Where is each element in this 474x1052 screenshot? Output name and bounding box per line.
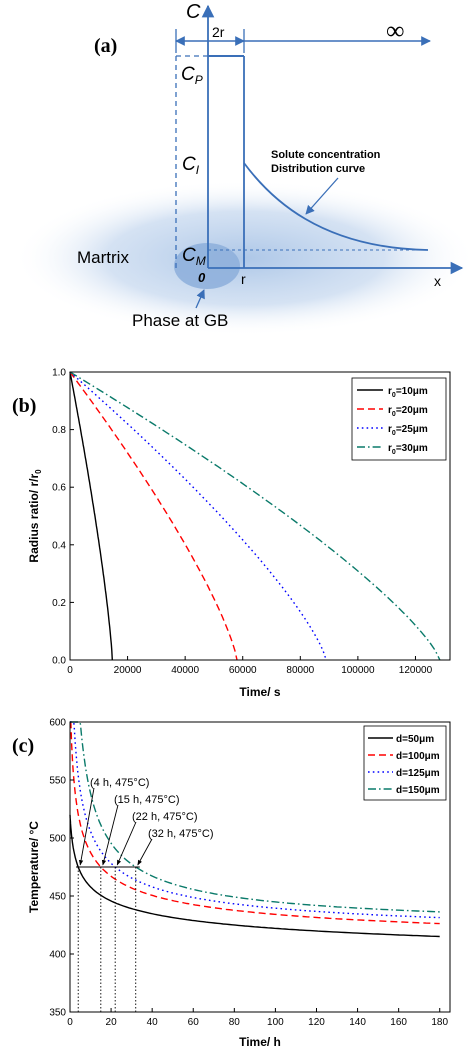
panel-c-series-line-1 <box>69 814 440 938</box>
panel-b-y-tick-label: 0.8 <box>52 425 66 436</box>
panel-c-x-tick-label: 20 <box>106 1017 118 1028</box>
panel-b-x-tick-label: 100000 <box>341 665 375 676</box>
distribution-curve <box>243 162 429 251</box>
panel-c-legend-label: d=100μm <box>396 751 440 762</box>
panel-c-annotation-arrow <box>78 787 95 866</box>
panel-b-x-tick-label: 40000 <box>171 665 199 676</box>
panel-c-legend-label: d=125μm <box>396 768 440 779</box>
panel-b-series-line-4 <box>69 371 441 661</box>
panel-a-schematic: (a) C x 2r ∞ CP CI CM 0 r Solute concent… <box>13 1 474 336</box>
panel-a-label: (a) <box>94 35 117 57</box>
panel-c-annotation-label: (4 h, 475°C) <box>90 777 149 789</box>
phase-label: Phase at GB <box>132 311 228 330</box>
cp-label: CP <box>181 64 203 87</box>
panel-b-x-tick-label: 60000 <box>229 665 257 676</box>
panel-c-annotation-label: (22 h, 475°C) <box>132 811 198 823</box>
panel-c-y-tick-label: 350 <box>49 1008 66 1019</box>
panel-b-series-line-1 <box>69 371 113 661</box>
panel-c-plot-frame <box>69 721 451 1013</box>
panel-b-x-axis-title: Time/ s <box>239 685 280 699</box>
panel-b-x-tick-label: 0 <box>67 665 73 676</box>
panel-c-y-tick-label: 600 <box>49 718 66 729</box>
cm-label: CM <box>182 245 206 268</box>
panel-b-legend-label: r0=30μm <box>388 443 428 456</box>
panel-c-annotation-arrow <box>116 821 137 866</box>
panel-c-x-tick-label: 160 <box>390 1017 407 1028</box>
panel-a-y-axis-label: C <box>186 1 201 23</box>
panel-c-series-group <box>69 721 440 938</box>
panel-c-y-tick-label: 400 <box>49 950 66 961</box>
panel-c-series-line-4 <box>70 721 440 913</box>
panel-c-legend-label: d=50μm <box>396 734 434 745</box>
panel-b-x-tick-label: 20000 <box>114 665 142 676</box>
panel-c-x-tick-label: 0 <box>67 1017 73 1028</box>
panel-c-x-tick-label: 40 <box>147 1017 159 1028</box>
panel-b-y-tick-label: 0.0 <box>52 656 66 667</box>
panel-c-label: (c) <box>12 735 34 757</box>
panel-b-series-line-2 <box>69 371 238 661</box>
panel-c-annotation-arrow <box>101 804 119 866</box>
matrix-label: Martrix <box>77 248 129 267</box>
panel-b-x-tick-label: 120000 <box>399 665 433 676</box>
panel-c-x-tick-label: 60 <box>188 1017 200 1028</box>
curve-label: Solute concentration Distribution curve <box>271 149 381 175</box>
panel-c-x-tick-label: 100 <box>267 1017 284 1028</box>
panel-c-x-tick-label: 140 <box>349 1017 366 1028</box>
panel-c-x-tick-label: 120 <box>308 1017 325 1028</box>
panel-b-chart: (b) 0 20000 40000 60000 80000 100000 120000 0.0… <box>12 368 451 699</box>
panel-c-annotation-label: (32 h, 475°C) <box>148 828 214 840</box>
curve-label-arrow <box>305 177 339 215</box>
panel-c-annotations: (4 h, 475°C) (15 h, 475°C) (22 h, 475°C) (3… <box>76 777 214 1012</box>
panel-b-legend-label: r0=25μm <box>388 424 428 437</box>
panel-c-x-axis-title: Time/ h <box>239 1035 281 1049</box>
panel-c-x-tick-label: 180 <box>431 1017 448 1028</box>
r-label: r <box>241 271 246 287</box>
panel-c-y-tick-label: 500 <box>49 834 66 845</box>
width-label: 2r <box>212 24 225 40</box>
panel-c-x-tick-label: 80 <box>229 1017 241 1028</box>
panel-c-legend-label: d=150μm <box>396 785 440 796</box>
infinity-label: ∞ <box>386 16 405 45</box>
panel-a-x-axis-label: x <box>434 273 441 289</box>
panel-c-annotation-label: (15 h, 475°C) <box>114 794 180 806</box>
panel-b-y-axis-title: Radius ratio/ r/r0 <box>27 469 43 563</box>
panel-b-legend-label: r0=20μm <box>388 405 428 418</box>
panel-b-legend-label: r0=10μm <box>388 386 428 399</box>
ci-label: CI <box>182 154 200 177</box>
panel-b-y-tick-label: 0.6 <box>52 483 66 494</box>
panel-b-x-tick-label: 80000 <box>286 665 314 676</box>
phase-at-gb-shape <box>174 243 240 289</box>
panel-c-legend: d=50μm d=100μm d=125μm d=150μm <box>363 725 447 801</box>
panel-b-plot-frame <box>69 371 451 661</box>
panel-c-annotation-arrow <box>137 838 153 866</box>
panel-b-legend: r0=10μm r0=20μm r0=25μm r0=30μm <box>351 377 447 461</box>
panel-b-legend-box <box>351 377 447 461</box>
origin-label: 0 <box>198 270 206 285</box>
panel-b-y-tick-label: 0.2 <box>52 598 66 609</box>
panel-c-y-axis-title: Temperature/ °C <box>27 821 41 913</box>
panel-c-chart: (c) (4 h, 475°C) (15 h, 475°C) (22 h, 475°… <box>12 718 451 1049</box>
panel-b-series-group <box>69 371 441 661</box>
panel-b-y-tick-label: 0.4 <box>52 540 66 551</box>
panel-c-y-tick-label: 550 <box>49 776 66 787</box>
panel-c-series-line-2 <box>70 721 440 925</box>
phase-label-arrow <box>195 289 205 309</box>
panel-c-y-tick-label: 450 <box>49 892 66 903</box>
panel-b-label: (b) <box>12 395 36 417</box>
panel-b-y-tick-label: 1.0 <box>52 368 66 379</box>
